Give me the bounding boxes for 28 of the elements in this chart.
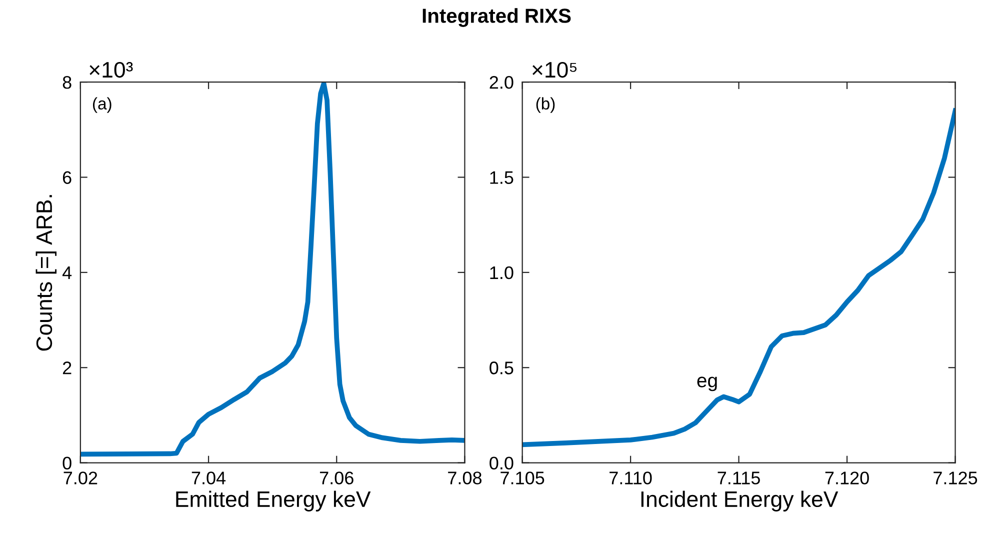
y-axis-title: Counts [=] ARB. — [36, 195, 57, 351]
annotation: (b) — [536, 97, 555, 113]
x-tick-label: 7.120 — [825, 472, 869, 484]
x-axis-title: Incident Energy keV — [641, 490, 838, 512]
text: ×10³ — [90, 62, 133, 78]
y-tick-label: 1.5 — [490, 171, 514, 184]
y-tick-label: 0.0 — [490, 456, 514, 470]
y-tick-label: 8 — [62, 76, 72, 89]
annotation: eg — [697, 376, 717, 392]
y-tick-label: 2 — [62, 362, 72, 374]
y-tick-label: 1.0 — [490, 266, 514, 280]
x-axis-title: Emitted Energy keV — [176, 490, 371, 512]
y-tick-label: 0.5 — [490, 362, 514, 374]
chart-title: Integrated RIXS — [422, 8, 571, 27]
text: ×10⁵ — [532, 62, 577, 78]
x-tick-label: 7.115 — [718, 472, 760, 484]
y-tick-label: 0 — [62, 456, 72, 470]
x-tick-label: 7.110 — [610, 472, 652, 484]
x-tick-label: 7.06 — [320, 472, 354, 484]
y-tick-label: 6 — [62, 171, 72, 184]
x-tick-label: 7.125 — [934, 472, 978, 484]
x-tick-label: 7.08 — [448, 472, 482, 484]
x-tick-label: 7.105 — [500, 472, 544, 484]
y-tick-label: 4 — [62, 266, 72, 279]
x-tick-label: 7.04 — [192, 472, 226, 484]
x-tick-label: 7.02 — [64, 472, 98, 484]
annotation: (a) — [92, 97, 112, 113]
y-tick-label: 2.0 — [490, 76, 514, 89]
